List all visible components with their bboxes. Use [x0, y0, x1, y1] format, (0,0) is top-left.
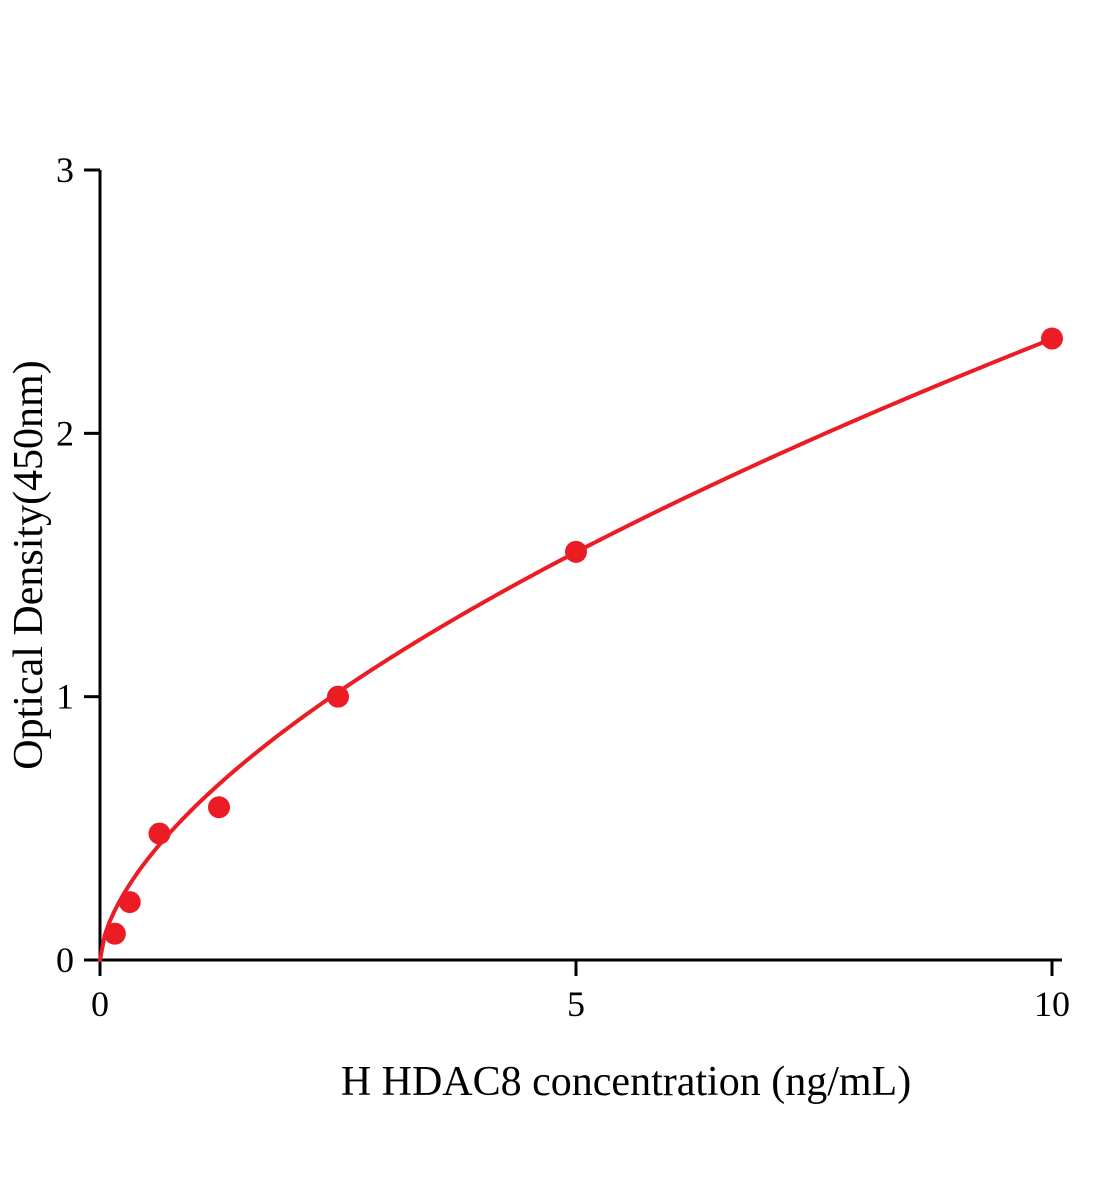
data-point: [118, 891, 141, 914]
data-point: [208, 796, 230, 819]
data-point: [565, 540, 587, 563]
y-tick-label: 2: [56, 413, 74, 453]
data-point: [327, 685, 349, 708]
data-point: [1041, 327, 1063, 350]
x-axis-title: H HDAC8 concentration (ng/mL): [341, 1059, 911, 1105]
y-tick-label: 0: [56, 940, 74, 980]
x-tick-label: 10: [1034, 984, 1070, 1024]
fit-curve: [98, 336, 1054, 962]
y-axis-title: Optical Density(450nm): [6, 360, 52, 769]
data-point: [148, 822, 171, 845]
data-point: [103, 922, 126, 945]
y-tick-label: 3: [56, 150, 74, 190]
x-tick-label: 0: [91, 984, 109, 1024]
x-tick-label: 5: [567, 984, 585, 1024]
y-tick-label: 1: [56, 677, 74, 717]
